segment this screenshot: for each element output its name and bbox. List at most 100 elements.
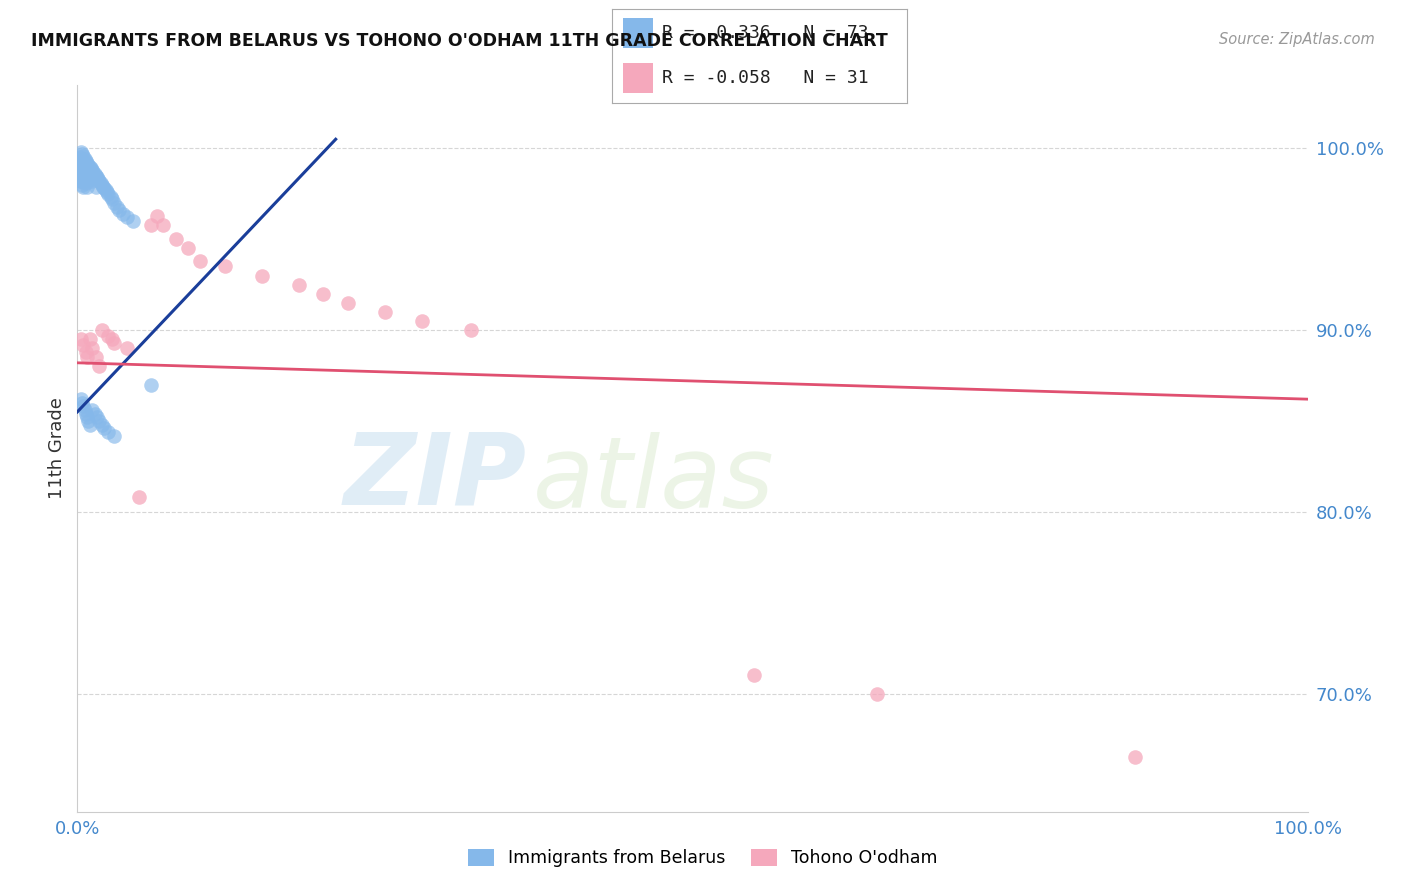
Point <box>84 351 107 365</box>
Point <box>165 232 187 246</box>
Point <box>97 425 120 439</box>
Point <box>96 185 118 199</box>
Text: ZIP: ZIP <box>343 429 526 525</box>
Point <box>80 172 103 186</box>
Point <box>75 176 97 190</box>
Text: R = -0.058   N = 31: R = -0.058 N = 31 <box>662 70 869 87</box>
Point <box>94 183 117 197</box>
Point <box>70 167 93 181</box>
Point <box>83 167 105 181</box>
Point <box>742 668 765 682</box>
Point <box>90 323 114 337</box>
Point <box>288 277 311 292</box>
Point <box>111 207 134 221</box>
Text: atlas: atlas <box>533 433 775 530</box>
Point <box>69 174 91 188</box>
Point <box>89 414 111 428</box>
Point <box>90 417 114 432</box>
Point <box>97 186 120 201</box>
Point <box>93 421 115 435</box>
Point <box>72 148 94 162</box>
Point <box>75 345 97 359</box>
Y-axis label: 11th Grade: 11th Grade <box>48 397 66 500</box>
Point <box>100 190 122 204</box>
Point <box>101 332 124 346</box>
Point <box>460 323 482 337</box>
Point <box>121 214 143 228</box>
Point <box>82 174 104 188</box>
Point <box>70 165 93 179</box>
Point <box>91 179 114 194</box>
Point <box>411 314 433 328</box>
Point <box>70 145 93 159</box>
Point <box>70 154 93 169</box>
Point <box>101 192 124 206</box>
Text: R =  0.336   N = 73: R = 0.336 N = 73 <box>662 24 869 42</box>
Point <box>97 328 120 343</box>
Point <box>115 341 138 355</box>
Point <box>76 351 98 365</box>
Point <box>152 218 174 232</box>
Point <box>72 337 94 351</box>
Point <box>90 176 112 190</box>
Point <box>79 332 101 346</box>
Point <box>69 151 91 165</box>
Point <box>337 296 360 310</box>
Point <box>70 174 93 188</box>
Point <box>76 179 98 194</box>
Point <box>89 359 111 374</box>
Point <box>93 181 115 195</box>
Point <box>141 218 163 232</box>
Point <box>146 209 169 223</box>
Point <box>67 169 90 183</box>
Point <box>72 179 94 194</box>
Point <box>1125 750 1147 764</box>
Point <box>103 428 125 442</box>
Point <box>82 163 104 178</box>
Point <box>70 392 93 406</box>
Point <box>76 410 98 425</box>
Point <box>103 195 125 210</box>
Point <box>86 410 108 425</box>
Point <box>72 400 94 414</box>
Point <box>69 163 91 178</box>
Point <box>84 169 107 183</box>
Point <box>108 203 131 218</box>
Point <box>87 172 110 186</box>
Point <box>866 687 889 701</box>
Point <box>70 396 93 410</box>
Point <box>73 403 96 417</box>
Text: IMMIGRANTS FROM BELARUS VS TOHONO O'ODHAM 11TH GRADE CORRELATION CHART: IMMIGRANTS FROM BELARUS VS TOHONO O'ODHA… <box>31 32 887 50</box>
Text: Source: ZipAtlas.com: Source: ZipAtlas.com <box>1219 32 1375 47</box>
Point <box>128 491 150 505</box>
Point <box>115 211 138 225</box>
Point <box>79 417 101 432</box>
Point <box>188 254 212 268</box>
Point <box>73 174 96 188</box>
Point <box>76 167 98 181</box>
Point <box>79 160 101 174</box>
Point <box>103 335 125 350</box>
Point <box>77 169 100 183</box>
Legend: Immigrants from Belarus, Tohono O'odham: Immigrants from Belarus, Tohono O'odham <box>461 842 945 874</box>
Point <box>70 178 93 192</box>
Point <box>75 154 97 169</box>
Point <box>250 268 273 283</box>
Point <box>75 165 97 179</box>
Point <box>79 170 101 185</box>
Point <box>80 161 103 176</box>
Point <box>72 169 94 183</box>
Point <box>77 158 100 172</box>
Point <box>70 332 93 346</box>
Point <box>141 377 163 392</box>
Point <box>70 156 93 170</box>
Point <box>70 146 93 161</box>
Point <box>75 407 97 421</box>
Point <box>73 163 96 178</box>
Point <box>83 407 105 421</box>
Point <box>82 341 104 355</box>
Point <box>67 160 90 174</box>
Point <box>84 179 107 194</box>
Point <box>312 286 335 301</box>
Point <box>374 305 396 319</box>
